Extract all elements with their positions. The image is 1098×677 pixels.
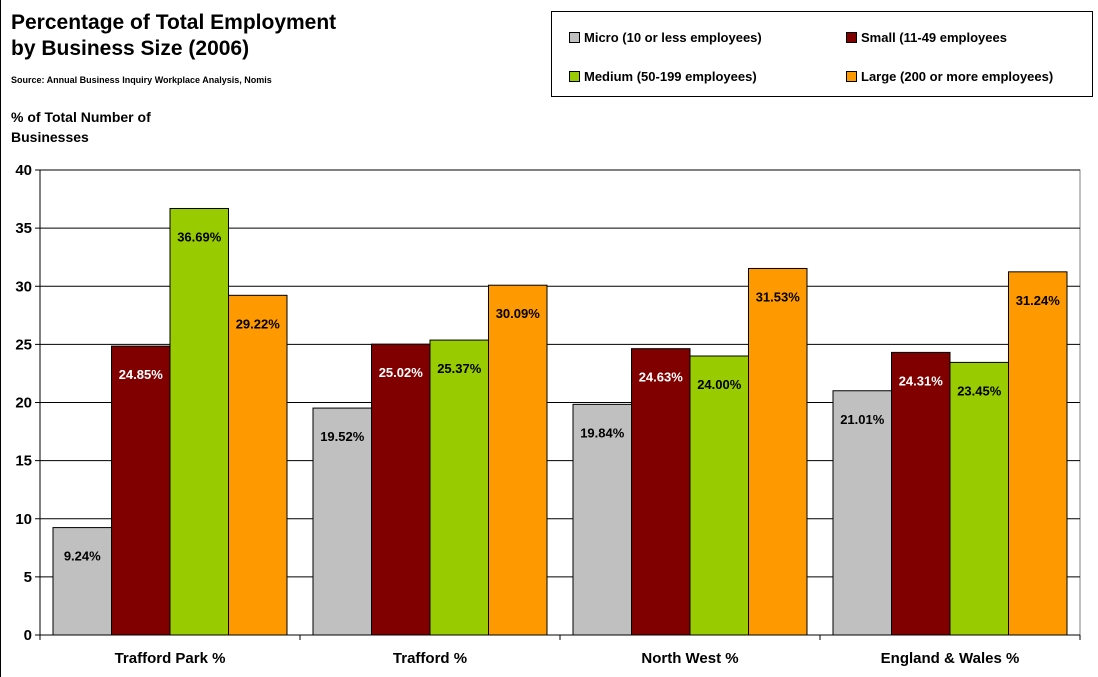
legend-item-micro: Micro (10 or less employees) <box>569 30 762 45</box>
y-axis-title-line-1: % of Total Number of <box>11 109 151 125</box>
y-axis-title: % of Total Number of Businesses <box>11 107 151 147</box>
bar-data-label: 30.09% <box>496 306 541 321</box>
bar <box>169 207 229 636</box>
legend-swatch-micro <box>569 32 580 43</box>
bar <box>891 351 951 636</box>
bar <box>949 361 1009 636</box>
x-category-label: England & Wales % <box>881 650 1020 667</box>
y-tick-label: 35 <box>15 220 32 237</box>
bar-data-label: 24.63% <box>639 370 684 385</box>
bar <box>312 407 372 636</box>
bar <box>1008 271 1068 636</box>
x-category-label: North West % <box>641 650 738 667</box>
legend-item-medium: Medium (50-199 employees) <box>569 69 757 84</box>
y-tick-label: 15 <box>15 453 32 470</box>
bar-data-label: 19.52% <box>320 429 365 444</box>
bar <box>111 345 171 636</box>
bar-data-label: 24.31% <box>899 373 944 388</box>
legend-swatch-small <box>846 32 857 43</box>
bar <box>429 339 489 636</box>
bar-data-label: 25.37% <box>437 361 482 376</box>
bar-data-label: 21.01% <box>840 412 885 427</box>
y-tick-label: 5 <box>24 569 32 586</box>
bar <box>832 390 892 636</box>
chart-title: Percentage of Total Employment by Busine… <box>11 10 531 62</box>
y-axis-title-line-2: Businesses <box>11 129 89 145</box>
bar-data-label: 9.24% <box>64 549 101 564</box>
bar-data-label: 23.45% <box>957 383 1002 398</box>
y-tick-label: 0 <box>24 627 32 644</box>
bar <box>228 294 288 636</box>
legend-label-medium: Medium (50-199 employees) <box>584 69 757 84</box>
legend-item-large: Large (200 or more employees) <box>846 69 1053 84</box>
chart-legend: Micro (10 or less employees) Small (11-4… <box>551 11 1093 97</box>
y-tick-label: 30 <box>15 278 32 295</box>
y-tick-label: 40 <box>15 162 32 179</box>
bar <box>488 284 548 636</box>
bar <box>371 343 431 636</box>
chart-title-line-1: Percentage of Total Employment <box>11 11 337 34</box>
y-tick-label: 10 <box>15 511 32 528</box>
legend-label-small: Small (11-49 employees <box>861 30 1007 45</box>
bar-data-label: 25.02% <box>379 365 424 380</box>
y-tick-label: 20 <box>15 395 32 412</box>
bar-data-label: 36.69% <box>177 229 222 244</box>
chart-title-line-2: by Business Size (2006) <box>11 37 250 60</box>
legend-label-micro: Micro (10 or less employees) <box>584 30 762 45</box>
x-category-label: Trafford % <box>393 650 467 667</box>
bar-data-label: 24.85% <box>119 367 164 382</box>
x-category-label: Trafford Park % <box>115 650 226 667</box>
bar-data-label: 31.24% <box>1016 293 1061 308</box>
legend-item-small: Small (11-49 employees <box>846 30 1007 45</box>
bar <box>748 267 808 636</box>
bar <box>689 355 749 636</box>
bar <box>631 348 691 636</box>
bar-data-label: 29.22% <box>236 316 281 331</box>
chart-source-note: Source: Annual Business Inquiry Workplac… <box>11 75 272 85</box>
bar-data-label: 19.84% <box>580 425 625 440</box>
legend-label-large: Large (200 or more employees) <box>861 69 1054 84</box>
page-left-border <box>0 0 1 677</box>
bar-data-label: 31.53% <box>756 289 801 304</box>
bar <box>52 527 112 636</box>
legend-swatch-large <box>846 71 857 82</box>
legend-swatch-medium <box>569 71 580 82</box>
bar-data-label: 24.00% <box>697 377 742 392</box>
y-tick-label: 25 <box>15 336 32 353</box>
